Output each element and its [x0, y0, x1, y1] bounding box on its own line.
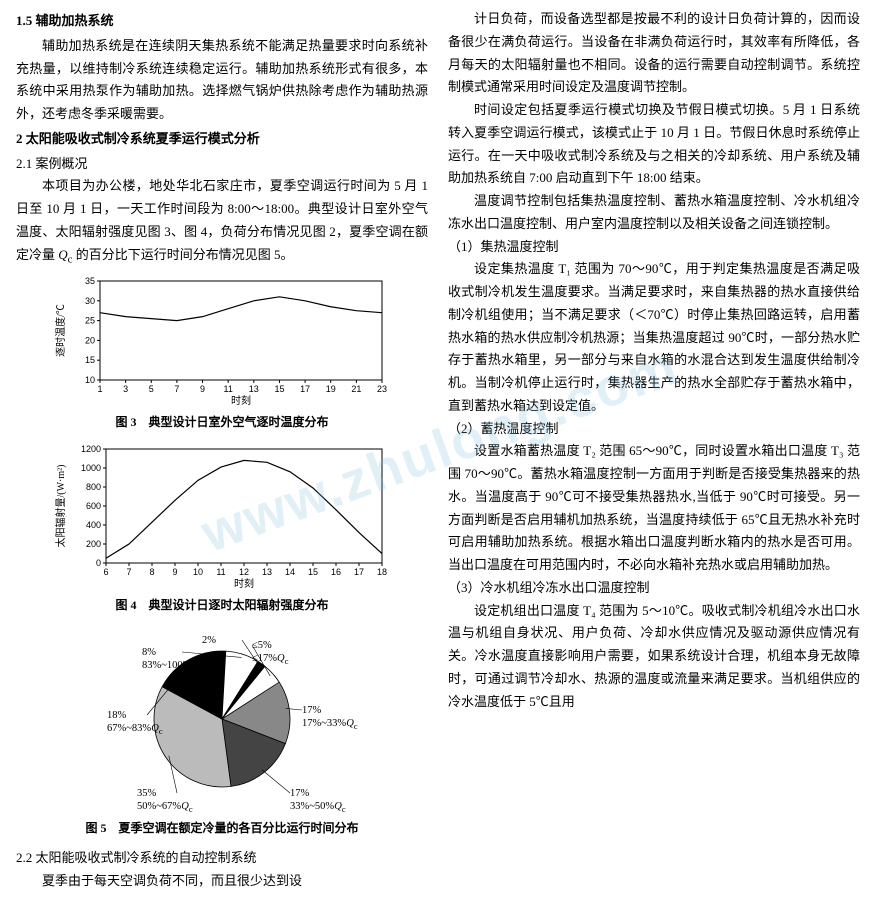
figure-3-chart: 1015202530351357911131517192123时刻逐时温度/℃ — [52, 273, 392, 408]
svg-text:10: 10 — [85, 375, 95, 385]
r-p3: 温度调节控制包括集热温度控制、蓄热水箱温度控制、冷水机组冷冻水出口温度控制、用户… — [448, 190, 860, 236]
svg-text:800: 800 — [86, 482, 101, 492]
svg-text:17: 17 — [354, 567, 364, 577]
r-p6: 设定机组出口温度 T₄ 范围为 5～10℃。吸收式制冷机组冷水出口水温与机组自身… — [448, 600, 860, 714]
svg-text:25: 25 — [85, 316, 95, 326]
svg-text:21: 21 — [351, 384, 361, 394]
svg-text:7: 7 — [174, 384, 179, 394]
svg-text:10: 10 — [193, 567, 203, 577]
svg-text:11: 11 — [224, 384, 233, 394]
svg-text:12: 12 — [239, 567, 249, 577]
p-case: 本项目为办公楼，地处华北石家庄市，夏季空调运行时间为 5 月 1 日至 10 月… — [16, 175, 428, 269]
svg-text:20: 20 — [85, 335, 95, 345]
r-p1: 计日负荷，而设备选型都是按最不利的设计日负荷计算的，因而设备很少在满负荷运行。当… — [448, 8, 860, 99]
figure-4-chart: 0 200 400 600 800 1000 1200 6 7 8 9 10 11 12 13 14 15 16 1… — [52, 441, 392, 591]
p-aux-heat: 辅助加热系统是在连续阴天集热系统不能满足热量要求时向系统补充热量，以维持制冷系统… — [16, 35, 428, 126]
svg-text:1: 1 — [97, 384, 102, 394]
svg-text:11: 11 — [216, 567, 225, 577]
svg-text:15: 15 — [85, 355, 95, 365]
r-h2: （2）蓄热温度控制 — [448, 418, 860, 441]
r-h1: （1）集热温度控制 — [448, 236, 860, 259]
svg-text:23: 23 — [377, 384, 387, 394]
figure-5-caption: 图 5 夏季空调在额定冷量的各百分比运行时间分布 — [16, 818, 428, 839]
svg-text:200: 200 — [86, 539, 101, 549]
r-p2: 时间设定包括夏季运行模式切换及节假日模式切换。5 月 1 日系统转入夏季空调运行… — [448, 99, 860, 190]
svg-text:5: 5 — [149, 384, 154, 394]
svg-text:600: 600 — [86, 501, 101, 511]
h-1-5: 1.5 辅助加热系统 — [16, 10, 428, 33]
svg-text:9: 9 — [172, 567, 177, 577]
svg-text:19: 19 — [326, 384, 336, 394]
figure-4-caption: 图 4 典型设计日逐时太阳辐射强度分布 — [16, 595, 428, 616]
svg-text:时刻: 时刻 — [231, 394, 251, 407]
svg-text:太阳辐射量/(W·m²): 太阳辐射量/(W·m²) — [54, 465, 67, 548]
h-2-1: 2.1 案例概况 — [16, 153, 428, 176]
svg-text:16: 16 — [331, 567, 341, 577]
h-2-2: 2.2 太阳能吸收式制冷系统的自动控制系统 — [16, 847, 428, 870]
r-p5: 设置水箱蓄热温度 T₂ 范围 65～90℃，同时设置水箱出口温度 T₃ 范围 7… — [448, 440, 860, 577]
r-p4: 设定集热温度 T₁ 范围为 70～90℃，用于判定集热温度是否满足吸收式制冷机发… — [448, 258, 860, 417]
h-2: 2 太阳能吸收式制冷系统夏季运行模式分析 — [16, 128, 428, 151]
svg-text:400: 400 — [86, 520, 101, 530]
svg-text:3: 3 — [123, 384, 128, 394]
svg-text:18: 18 — [377, 567, 387, 577]
svg-text:1200: 1200 — [81, 444, 101, 454]
svg-text:时刻: 时刻 — [234, 577, 254, 590]
svg-text:9: 9 — [200, 384, 205, 394]
svg-text:13: 13 — [249, 384, 259, 394]
figure-5-chart: 17%17%~33%Qc17%33%~50%Qc35%50%~67%Qc18%6… — [52, 624, 392, 814]
svg-text:逐时温度/℃: 逐时温度/℃ — [54, 304, 67, 357]
svg-text:15: 15 — [274, 384, 284, 394]
svg-text:14: 14 — [285, 567, 295, 577]
svg-text:6: 6 — [103, 567, 108, 577]
right-column: 计日负荷，而设备选型都是按最不利的设计日负荷计算的，因而设备很少在满负荷运行。当… — [448, 8, 860, 893]
svg-text:35: 35 — [85, 276, 95, 286]
p-2-2: 夏季由于每天空调负荷不同，而且很少达到设 — [16, 870, 428, 893]
svg-text:13: 13 — [262, 567, 272, 577]
figure-3-caption: 图 3 典型设计日室外空气逐时温度分布 — [16, 412, 428, 433]
svg-text:0: 0 — [96, 558, 101, 568]
svg-text:8: 8 — [149, 567, 154, 577]
svg-text:15: 15 — [308, 567, 318, 577]
left-column: 1.5 辅助加热系统 辅助加热系统是在连续阴天集热系统不能满足热量要求时向系统补… — [16, 8, 428, 893]
svg-text:1000: 1000 — [81, 463, 101, 473]
svg-text:7: 7 — [126, 567, 131, 577]
svg-text:17: 17 — [300, 384, 310, 394]
r-h3: （3）冷水机组冷冻水出口温度控制 — [448, 577, 860, 600]
svg-text:30: 30 — [85, 296, 95, 306]
